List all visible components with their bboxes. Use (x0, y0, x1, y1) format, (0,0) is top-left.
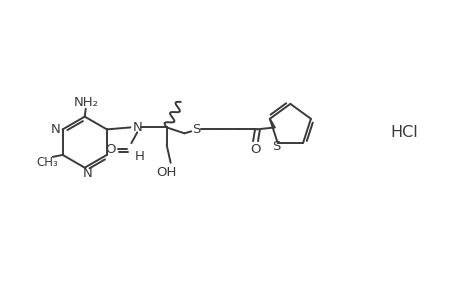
Text: N: N (83, 167, 92, 180)
Text: HCl: HCl (390, 125, 418, 140)
Text: S: S (191, 123, 200, 136)
Text: O: O (249, 142, 260, 155)
Text: S: S (272, 140, 280, 153)
Text: OH: OH (156, 166, 177, 179)
Text: H: H (134, 150, 144, 164)
Text: CH₃: CH₃ (36, 156, 58, 169)
Text: O: O (105, 143, 116, 157)
Text: NH₂: NH₂ (74, 96, 99, 110)
Text: N: N (51, 123, 61, 136)
Text: N: N (132, 121, 142, 134)
